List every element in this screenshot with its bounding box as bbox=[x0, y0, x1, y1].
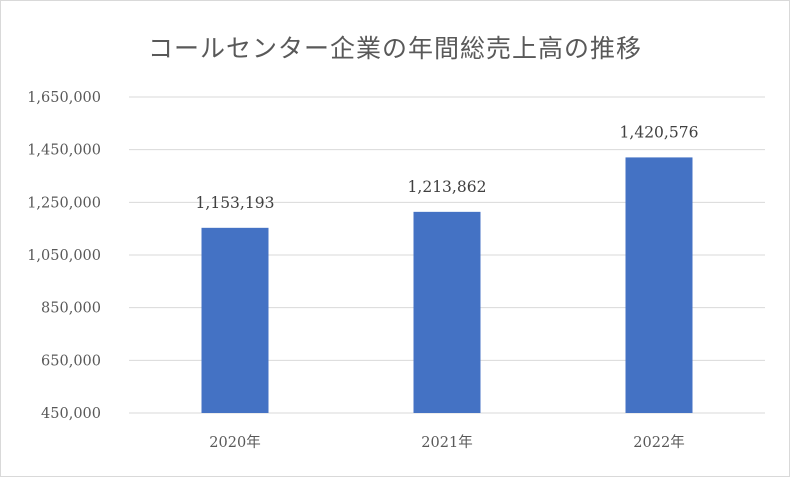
bar-2020年 bbox=[201, 227, 269, 413]
y-tick-label: 1,650,000 bbox=[27, 90, 101, 106]
y-tick-label: 850,000 bbox=[41, 301, 101, 317]
y-tick-label: 1,050,000 bbox=[27, 248, 101, 264]
data-label: 1,153,193 bbox=[196, 194, 275, 212]
y-axis-tick-labels: 450,000 650,000 850,000 1,050,000 1,250,000 1… bbox=[27, 90, 101, 422]
bars bbox=[201, 157, 693, 413]
x-tick-label: 2022年 bbox=[633, 434, 684, 451]
x-tick-label: 2021年 bbox=[421, 434, 472, 451]
y-tick-label: 650,000 bbox=[41, 353, 101, 369]
y-tick-label: 1,250,000 bbox=[27, 195, 101, 211]
bar-2022年 bbox=[625, 157, 693, 413]
data-label: 1,213,862 bbox=[408, 178, 487, 196]
y-tick-label: 450,000 bbox=[41, 406, 101, 422]
x-tick-label: 2020年 bbox=[209, 434, 260, 451]
bar-2021年 bbox=[413, 211, 481, 413]
y-tick-label: 1,450,000 bbox=[27, 143, 101, 159]
data-labels: 1,153,193 1,213,862 1,420,576 bbox=[196, 123, 699, 211]
data-label: 1,420,576 bbox=[620, 123, 699, 141]
x-axis-tick-labels: 2020年 2021年 2022年 bbox=[209, 434, 684, 451]
chart-title: コールセンター企業の年間総売上高の推移 bbox=[147, 34, 642, 63]
